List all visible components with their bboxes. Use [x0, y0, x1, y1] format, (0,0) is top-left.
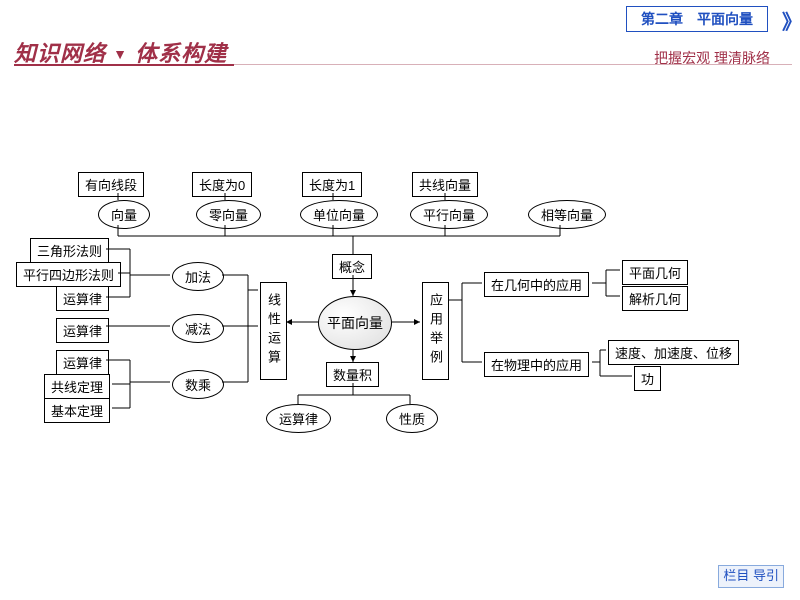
node-ysl-bottom: 运算律	[266, 404, 331, 433]
node-sanjiao: 三角形法则	[30, 238, 109, 263]
node-jihe-app: 在几何中的应用	[484, 272, 589, 297]
node-youxiang: 有向线段	[78, 172, 144, 197]
column-guide-button[interactable]: 栏目 导引	[718, 565, 784, 588]
node-sdjsd: 速度、加速度、位移	[608, 340, 739, 365]
node-jiafa: 加法	[172, 262, 224, 291]
node-wuli-app: 在物理中的应用	[484, 352, 589, 377]
node-jxjh: 解析几何	[622, 286, 688, 311]
node-danwei: 单位向量	[300, 200, 378, 229]
node-jbdl: 基本定理	[44, 398, 110, 423]
node-ysl2: 运算律	[56, 318, 109, 343]
node-xianxing: 线性运算	[260, 282, 287, 380]
node-gongxian: 共线向量	[412, 172, 478, 197]
node-shucheng: 数乘	[172, 370, 224, 399]
node-xingzhi: 性质	[386, 404, 438, 433]
node-ysl1: 运算律	[56, 286, 109, 311]
node-jianfa: 减法	[172, 314, 224, 343]
node-pingxing: 平行向量	[410, 200, 488, 229]
node-yingyong: 应用举例	[422, 282, 449, 380]
node-pmjh: 平面几何	[622, 260, 688, 285]
node-len0: 长度为0	[192, 172, 252, 197]
node-gong: 功	[634, 366, 661, 391]
node-pxsbx: 平行四边形法则	[16, 262, 121, 287]
node-len1: 长度为1	[302, 172, 362, 197]
node-center: 平面向量	[318, 296, 392, 350]
node-xiangliang: 向量	[98, 200, 150, 229]
node-shuliangji: 数量积	[326, 362, 379, 387]
concept-map: 有向线段 向量 长度为0 零向量 长度为1 单位向量 共线向量 平行向量 相等向…	[0, 0, 800, 600]
node-xiangdeng: 相等向量	[528, 200, 606, 229]
node-gxdl: 共线定理	[44, 374, 110, 399]
node-gainian: 概念	[332, 254, 372, 279]
node-ling: 零向量	[196, 200, 261, 229]
node-ysl3: 运算律	[56, 350, 109, 375]
